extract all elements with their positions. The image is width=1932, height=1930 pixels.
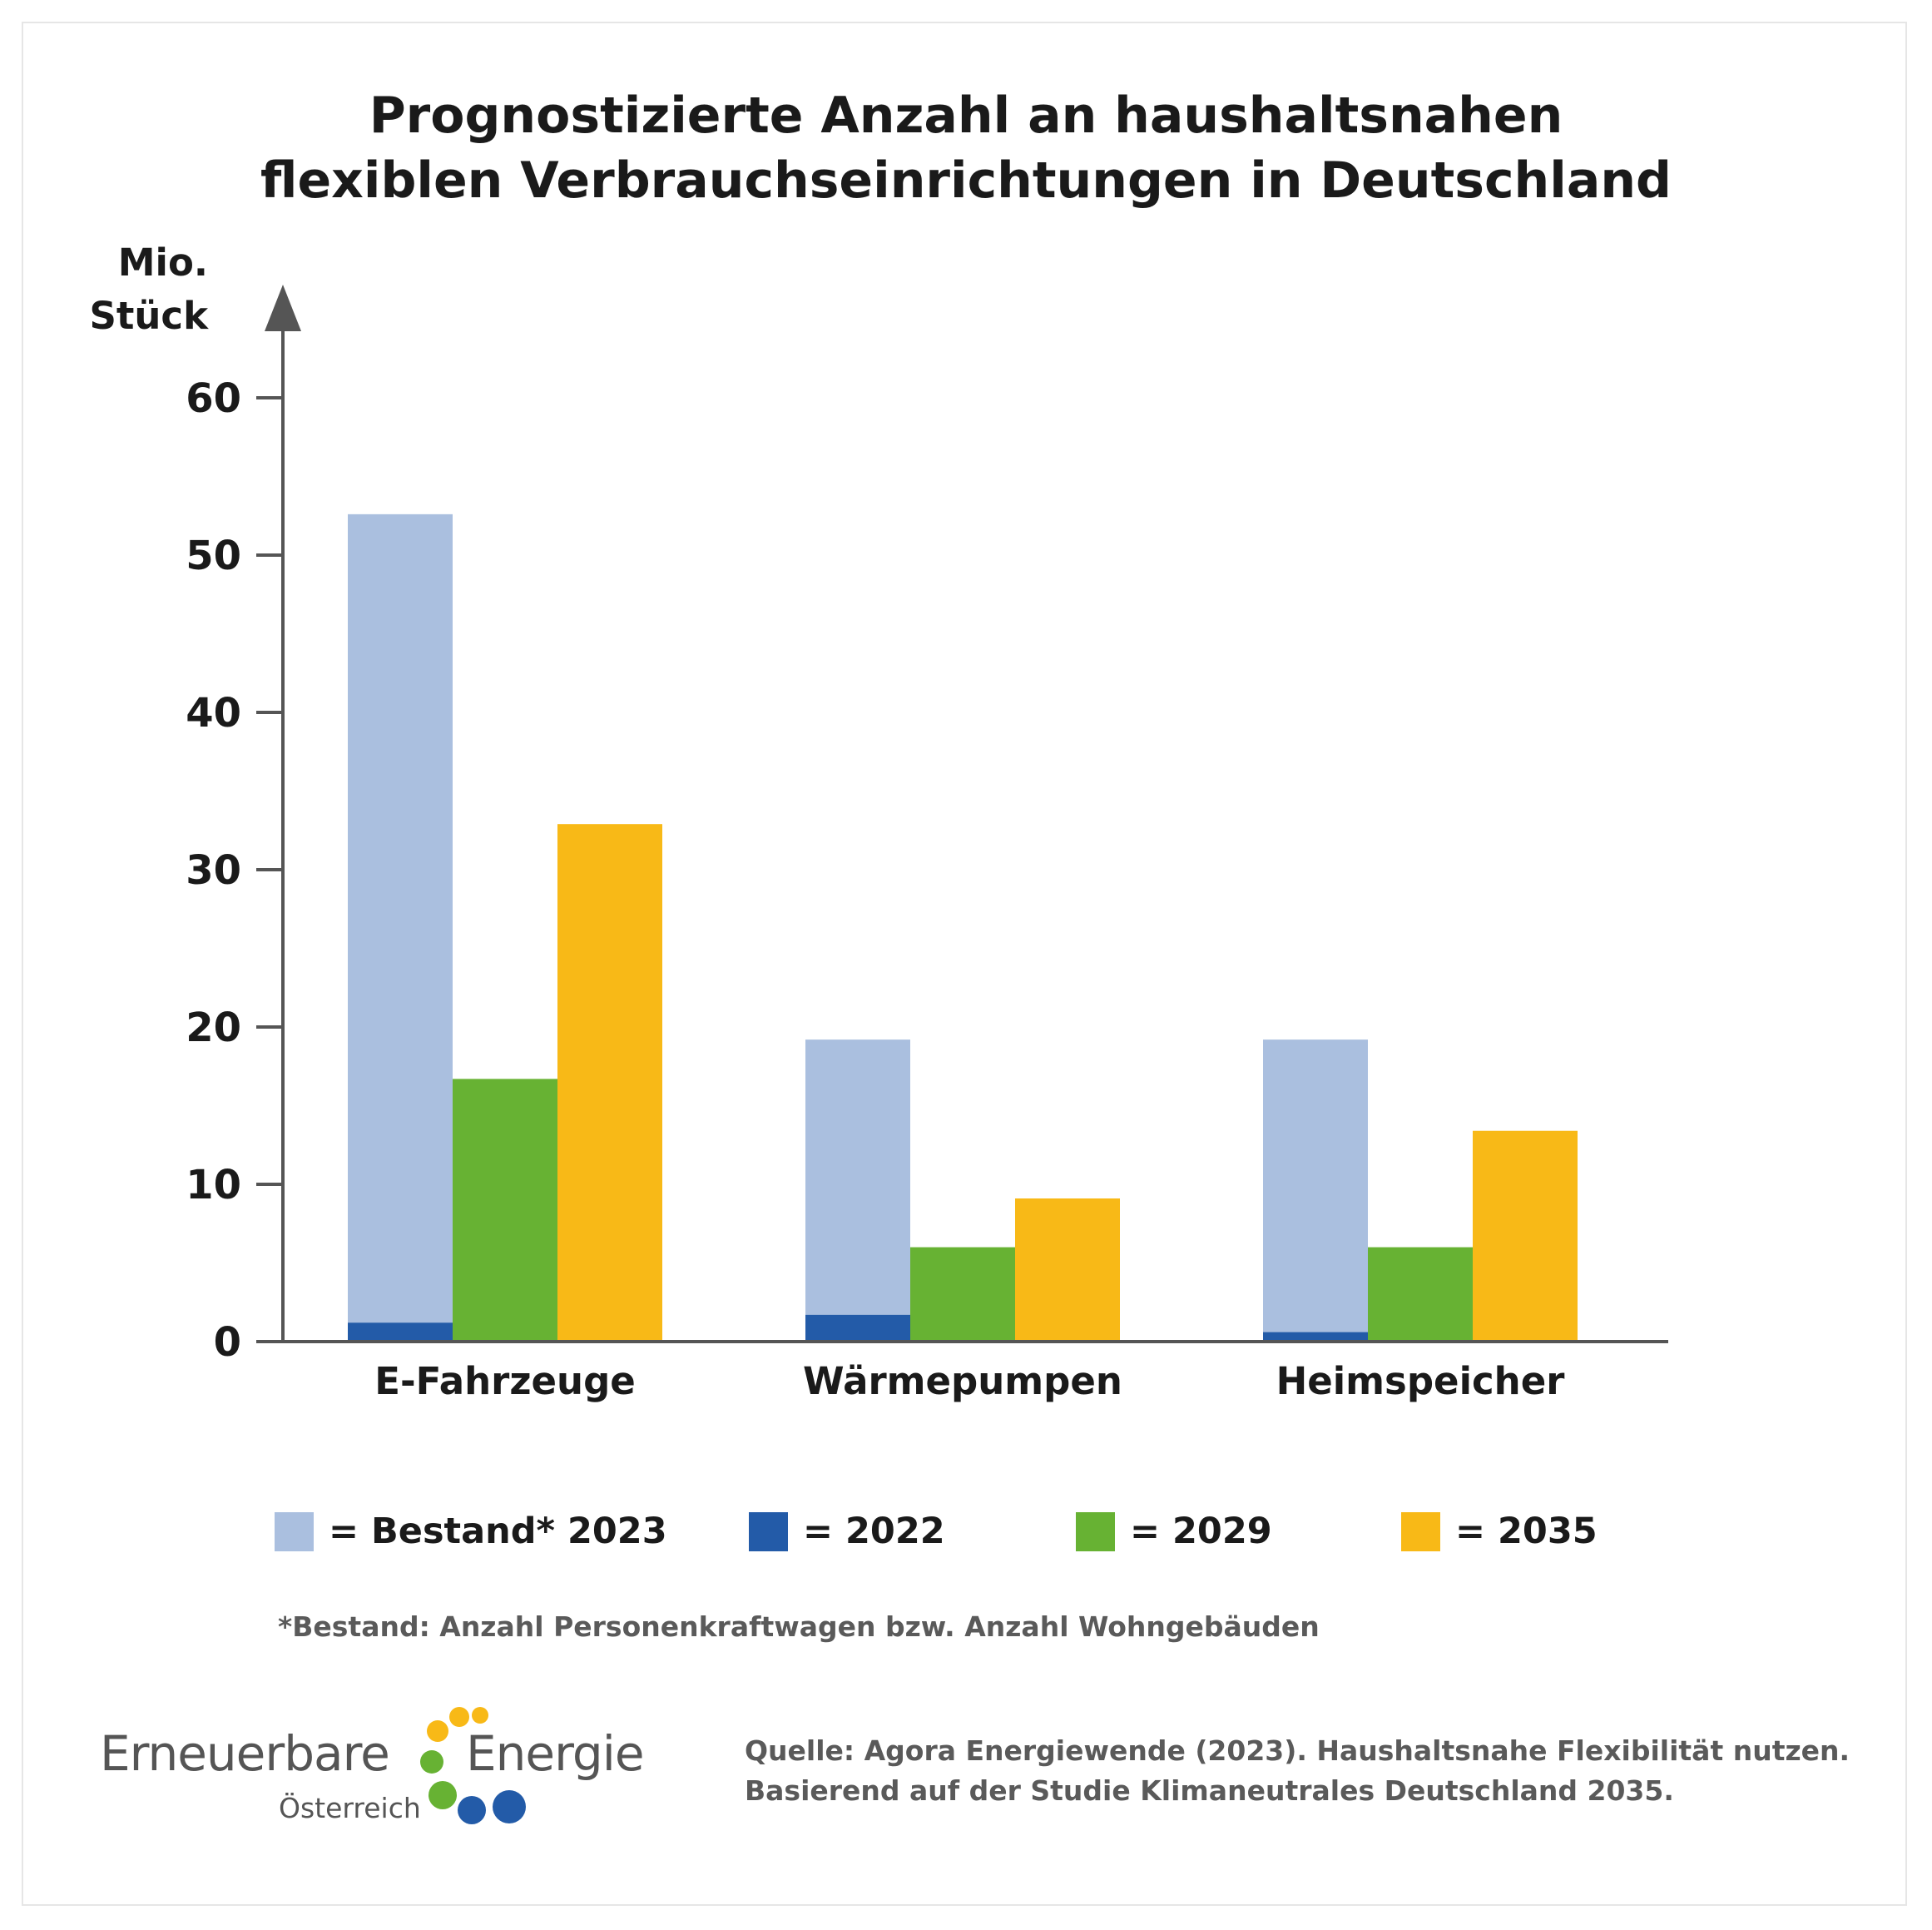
source-line1: Quelle: Agora Energiewende (2023). Haush… (745, 1734, 1850, 1767)
logo-word1: Erneuerbare (100, 1725, 390, 1782)
chart-title-line1: Prognostizierte Anzahl an haushaltsnahen (369, 87, 1563, 145)
bar-bestand-2023 (1263, 1039, 1368, 1342)
legend-label: = Bestand* 2023 (329, 1511, 667, 1552)
chart-frame (22, 22, 1907, 1906)
legend-item-bestand: = Bestand* 2023 (275, 1511, 667, 1552)
y-tick-label: 60 (186, 375, 241, 422)
x-tick-label: Heimspeicher (1276, 1359, 1566, 1403)
bar-2035 (557, 824, 662, 1342)
x-tick-label: E-Fahrzeuge (374, 1359, 636, 1403)
logo-dot-blue (458, 1796, 486, 1824)
source-note: Quelle: Agora Energiewende (2023). Haush… (745, 1731, 1850, 1811)
y-tick-label: 20 (186, 1005, 241, 1051)
bar-2022 (805, 1314, 910, 1342)
y-tick-label: 10 (186, 1162, 241, 1208)
logo-dot-yellow (472, 1707, 488, 1724)
legend-item-2022: = 2022 (749, 1511, 945, 1552)
chart-title-line2: flexiblen Verbrauchseinrichtungen in Deu… (260, 151, 1672, 210)
logo-dot-green (429, 1781, 457, 1809)
legend-item-2035: = 2035 (1401, 1511, 1598, 1552)
logo-dot-green (420, 1750, 443, 1774)
bar-bestand-2023 (348, 514, 453, 1342)
legend-swatch (1401, 1511, 1440, 1551)
y-tick-label: 50 (186, 533, 241, 579)
legend-swatch (749, 1511, 788, 1551)
y-tick-label: 40 (186, 690, 241, 737)
legend-item-2029: = 2029 (1076, 1511, 1272, 1552)
source-line2: Basierend auf der Studie Klimaneutrales … (745, 1774, 1674, 1807)
legend-swatch (275, 1511, 314, 1551)
footnote: *Bestand: Anzahl Personenkraftwagen bzw.… (278, 1610, 1320, 1643)
logo: Erneuerbare Energie Österreich (100, 1702, 682, 1827)
legend-label: = 2022 (803, 1511, 945, 1552)
logo-word2: Energie (466, 1725, 645, 1782)
legend-label: = 2035 (1455, 1511, 1598, 1552)
bar-2029 (910, 1247, 1015, 1342)
bar-2022 (348, 1322, 453, 1342)
y-axis-unit-line1: Mio. (117, 241, 208, 285)
bar-2035 (1473, 1130, 1578, 1342)
logo-dot-yellow (427, 1720, 448, 1742)
legend-label: = 2029 (1130, 1511, 1272, 1552)
y-axis-unit: Mio. Stück (50, 236, 208, 343)
chart-title: Prognostizierte Anzahl an haushaltsnahen… (0, 83, 1932, 213)
y-tick-label: 30 (186, 847, 241, 894)
bar-2029 (453, 1079, 557, 1342)
bar-2029 (1368, 1247, 1473, 1342)
bar-bestand-2023 (805, 1039, 910, 1342)
logo-dot-blue (493, 1790, 526, 1823)
y-axis-arrow (265, 285, 301, 331)
bar-2022 (1263, 1332, 1368, 1342)
logo-dot-yellow (449, 1707, 469, 1727)
logo-subtitle: Österreich (279, 1792, 421, 1824)
bar-2035 (1015, 1198, 1120, 1342)
legend-swatch (1076, 1511, 1115, 1551)
y-axis-unit-line2: Stück (89, 294, 208, 338)
y-tick-label: 0 (214, 1319, 241, 1366)
x-tick-label: Wärmepumpen (803, 1359, 1122, 1403)
